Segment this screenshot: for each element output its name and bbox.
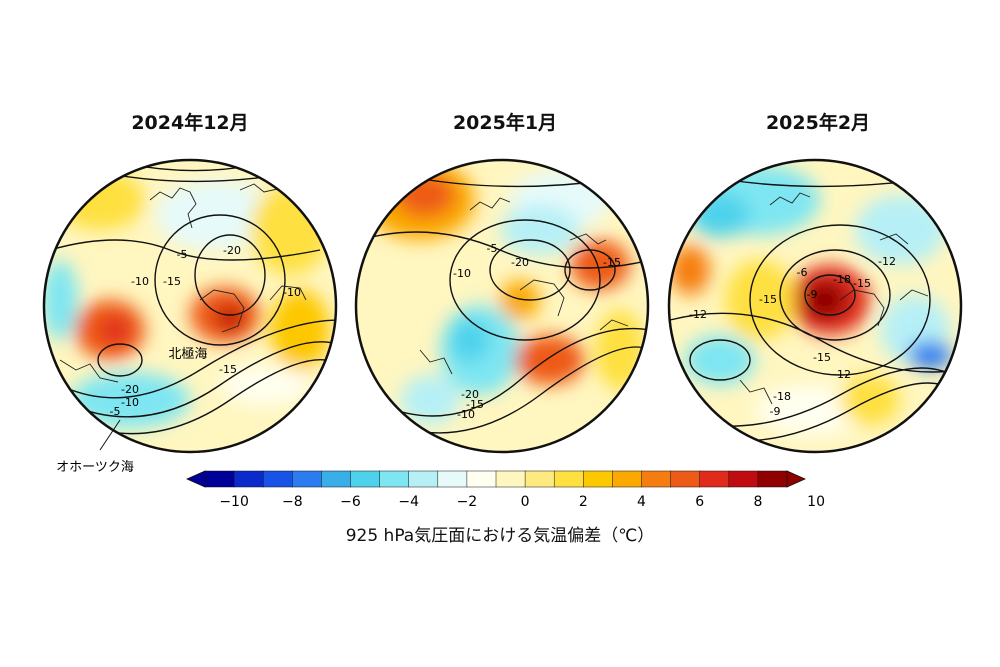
colorbar-cell	[262, 470, 293, 488]
contour-label: -10	[121, 396, 139, 409]
contour-label: -10	[457, 408, 475, 421]
panel-title-jan-2025: 2025年1月	[452, 112, 558, 134]
colorbar-tick-label: 2	[579, 494, 588, 510]
colorbar-cell	[233, 470, 264, 488]
colorbar-cell	[641, 470, 672, 488]
contour-label: -9	[807, 288, 818, 301]
region-label-okhotsk-sea: オホーツク海	[56, 460, 134, 475]
colorbar-tick-label: −4	[398, 494, 419, 510]
colorbar-caption: 925 hPa気圧面における気温偏差（℃）	[345, 526, 655, 546]
contour-label: -5	[487, 242, 498, 255]
colorbar-extend-min	[186, 470, 206, 488]
contour-label: -5	[110, 405, 121, 418]
contour-label: -15	[219, 363, 237, 376]
contour-label: -10	[453, 267, 471, 280]
colorbar-tick-label: 10	[807, 494, 825, 510]
polar-map-feb-2025: -6 -9 -18 -12 -15 -15 -12 -15 -12 -18 -9	[667, 158, 963, 454]
contour-label: -15	[853, 277, 871, 290]
contour-label: -6	[797, 266, 808, 279]
colorbar-tick-label: −10	[219, 494, 249, 510]
map-border	[354, 158, 650, 454]
colorbar-tick-label: −6	[340, 494, 361, 510]
colorbar-cell	[553, 470, 584, 488]
contour-label: -15	[466, 398, 484, 411]
contour-label: -20	[461, 388, 479, 401]
map-border	[667, 158, 963, 454]
colorbar-tick-label: 0	[521, 494, 530, 510]
polar-map-dec-2024: -5 -20 -10 -15 -10 -15 -20 -10 -5 北極海 オホ…	[42, 158, 338, 475]
contour-label: -20	[223, 244, 241, 257]
region-pointer	[99, 419, 121, 451]
contour-label: -18	[773, 390, 791, 403]
map-border	[42, 158, 338, 454]
colorbar-cell	[292, 470, 323, 488]
contour-label: -18	[833, 273, 851, 286]
colorbar-cell	[670, 470, 701, 488]
colorbar-cells	[186, 470, 806, 488]
contour-label: -12	[833, 368, 851, 381]
contour-label: -5	[177, 248, 188, 261]
coastlines	[739, 192, 929, 405]
coastlines	[59, 183, 307, 383]
colorbar-extend-max	[786, 470, 806, 488]
colorbar-cell	[699, 470, 730, 488]
colorbar-cell	[204, 470, 235, 488]
colorbar-cell	[524, 470, 555, 488]
colorbar-cell	[612, 470, 643, 488]
coastlines	[419, 197, 629, 375]
colorbar-cell	[379, 470, 410, 488]
contour-label: -20	[511, 256, 529, 269]
contour-label: -15	[163, 275, 181, 288]
colorbar-cell	[583, 470, 614, 488]
colorbar-tick-label: −8	[282, 494, 303, 510]
colorbar-cell	[466, 470, 497, 488]
colorbar-cell	[408, 470, 439, 488]
polar-map-jan-2025: -5 -20 -10 -15 -20 -15 -10	[354, 158, 650, 454]
colorbar-cell	[495, 470, 526, 488]
colorbar-cell	[437, 470, 468, 488]
contour-label: -12	[689, 308, 707, 321]
colorbar-cell	[350, 470, 381, 488]
contour-label: -9	[770, 405, 781, 418]
colorbar-ticks: −10 −8 −6 −4 −2 0 2 4 6 8 10	[219, 494, 825, 510]
contour-label: -12	[878, 255, 896, 268]
colorbar-cell	[757, 470, 788, 488]
region-label-arctic-ocean: 北極海	[168, 346, 207, 362]
colorbar-tick-label: 4	[637, 494, 646, 510]
contour-label: -10	[283, 286, 301, 299]
colorbar-cell	[728, 470, 759, 488]
contour-label: -15	[759, 293, 777, 306]
colorbar-tick-label: 6	[695, 494, 704, 510]
colorbar-tick-label: 8	[753, 494, 762, 510]
colorbar-cell	[321, 470, 352, 488]
contour-label: -15	[603, 256, 621, 269]
contour-label: -20	[121, 383, 139, 396]
panel-title-feb-2025: 2025年2月	[765, 112, 871, 134]
contour-label: -15	[813, 351, 831, 364]
contour-label: -10	[131, 275, 149, 288]
panel-title-dec-2024: 2024年12月	[131, 112, 249, 134]
colorbar-tick-label: −2	[457, 494, 478, 510]
